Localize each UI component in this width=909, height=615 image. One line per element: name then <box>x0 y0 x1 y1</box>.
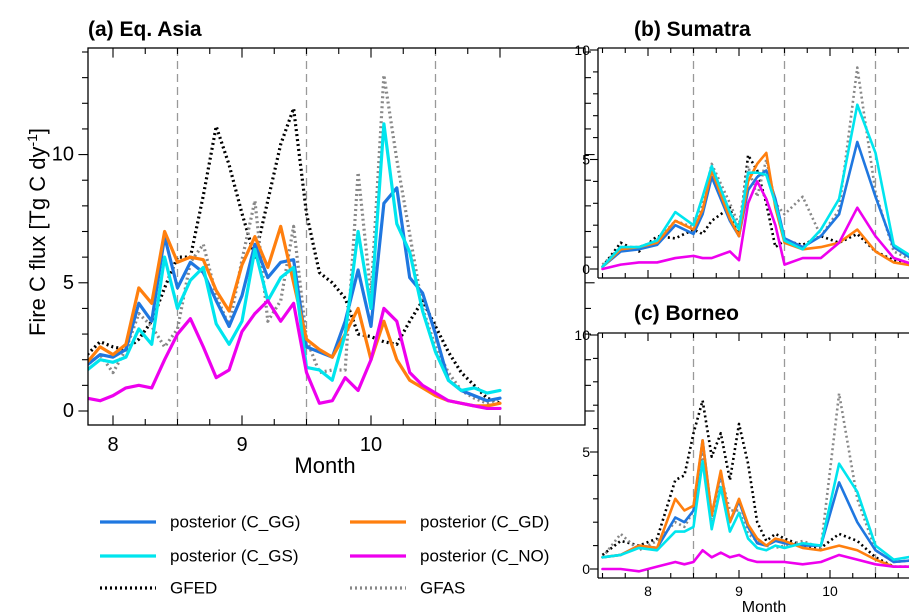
y-tick-label: 0 <box>63 400 74 422</box>
legend-label: posterior (C_NO) <box>420 547 549 566</box>
legend-label: posterior (C_GG) <box>170 513 300 532</box>
y-axis-label: Fire C flux [Tg C dy-1] <box>24 128 50 336</box>
series-line-posterior-c-gg <box>88 186 502 403</box>
x-tick-label: 10 <box>360 434 382 456</box>
legend-item: GFAS <box>350 579 465 598</box>
series-group <box>88 73 502 411</box>
x-axis-label: Month <box>294 453 355 478</box>
x-axis-label: Month <box>742 599 786 615</box>
series-line-posterior-c-gs <box>601 460 909 561</box>
x-tick-label: 8 <box>107 434 118 456</box>
plot-area: 0 5 10 8 9 10 <box>52 47 595 456</box>
series-line-posterior-c-gs <box>88 122 502 395</box>
y-tick-label: 10 <box>52 144 74 166</box>
y-tick-label: 0 <box>582 561 590 577</box>
y-tick-label: 10 <box>574 327 590 343</box>
series-line-posterior-c-gs <box>601 103 909 269</box>
panel-title: (c) Borneo <box>634 302 739 325</box>
x-tick-label: 9 <box>735 583 743 599</box>
series-line-gfed <box>601 399 909 568</box>
series-line-posterior-c-gg <box>601 438 909 564</box>
panel-title: (a) Eq. Asia <box>88 18 202 41</box>
series-group <box>601 66 909 271</box>
x-tick-label: 10 <box>822 583 838 599</box>
panel-borneo: (c) Borneo 0 5 10 8 9 10 Month <box>574 302 909 615</box>
series-group <box>601 392 909 573</box>
series-line-posterior-c-gg <box>601 140 909 269</box>
plot-frame <box>87 47 586 426</box>
series-line-posterior-c-gd <box>601 151 909 269</box>
x-tick-label: 9 <box>236 434 247 456</box>
series-line-gfed <box>88 106 501 405</box>
legend-label: posterior (C_GS) <box>170 547 298 566</box>
panel-sumatra: (b) Sumatra 0 5 10 <box>574 18 909 279</box>
plot-area: 0 5 10 <box>574 42 909 279</box>
legend-item: posterior (C_GG) <box>100 513 300 532</box>
plot-area: 0 5 10 8 9 10 <box>574 327 909 599</box>
series-line-posterior-c-gd <box>601 438 909 568</box>
series-line-posterior-c-gd <box>88 224 502 408</box>
panel-title: (b) Sumatra <box>634 18 751 41</box>
legend-label: GFAS <box>420 579 465 598</box>
legend-label: GFED <box>170 579 217 598</box>
legend-item: posterior (C_GD) <box>350 513 549 532</box>
y-tick-label: 10 <box>574 42 590 58</box>
y-tick-label: 5 <box>582 152 590 168</box>
legend-label: posterior (C_GD) <box>420 513 549 532</box>
panel-eq-asia: (a) Eq. Asia 0 5 10 8 9 10 Month Fire C flux … <box>24 18 595 478</box>
legend-item: posterior (C_NO) <box>350 547 549 566</box>
legend-item: GFED <box>100 579 217 598</box>
legend-item: posterior (C_GS) <box>100 547 298 566</box>
y-tick-label: 5 <box>63 272 74 294</box>
series-line-posterior-c-no <box>88 299 502 411</box>
y-tick-label: 0 <box>582 261 590 277</box>
legend: posterior (C_GG) posterior (C_GS) GFED post… <box>100 513 549 598</box>
series-line-posterior-c-no <box>601 180 909 271</box>
y-tick-label: 5 <box>582 444 590 460</box>
series-line-posterior-c-no <box>601 548 909 573</box>
series-line-gfed <box>601 153 909 268</box>
x-tick-label: 8 <box>644 583 652 599</box>
